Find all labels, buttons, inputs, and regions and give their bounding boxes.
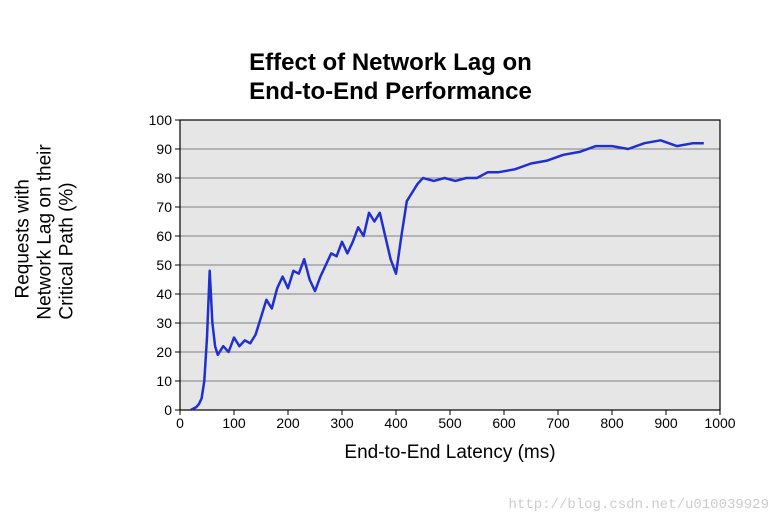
svg-text:200: 200 [276, 415, 300, 431]
svg-text:600: 600 [492, 415, 516, 431]
svg-text:90: 90 [156, 141, 172, 157]
svg-text:500: 500 [438, 415, 462, 431]
svg-text:20: 20 [156, 344, 172, 360]
svg-text:100: 100 [222, 415, 246, 431]
svg-text:900: 900 [654, 415, 678, 431]
svg-text:800: 800 [600, 415, 624, 431]
svg-text:700: 700 [546, 415, 570, 431]
svg-text:0: 0 [164, 402, 172, 418]
svg-text:100: 100 [149, 112, 173, 128]
watermark-text: http://blog.csdn.net/u010039929 [509, 497, 769, 513]
svg-text:80: 80 [156, 170, 172, 186]
chart-container: Effect of Network Lag on End-to-End Perf… [0, 0, 781, 519]
x-axis-label: End-to-End Latency (ms) [180, 442, 720, 464]
svg-text:60: 60 [156, 228, 172, 244]
svg-text:30: 30 [156, 315, 172, 331]
svg-text:70: 70 [156, 199, 172, 215]
svg-text:10: 10 [156, 373, 172, 389]
svg-text:400: 400 [384, 415, 408, 431]
svg-text:300: 300 [330, 415, 354, 431]
svg-text:40: 40 [156, 286, 172, 302]
svg-text:1000: 1000 [704, 415, 735, 431]
svg-text:0: 0 [176, 415, 184, 431]
svg-text:50: 50 [156, 257, 172, 273]
